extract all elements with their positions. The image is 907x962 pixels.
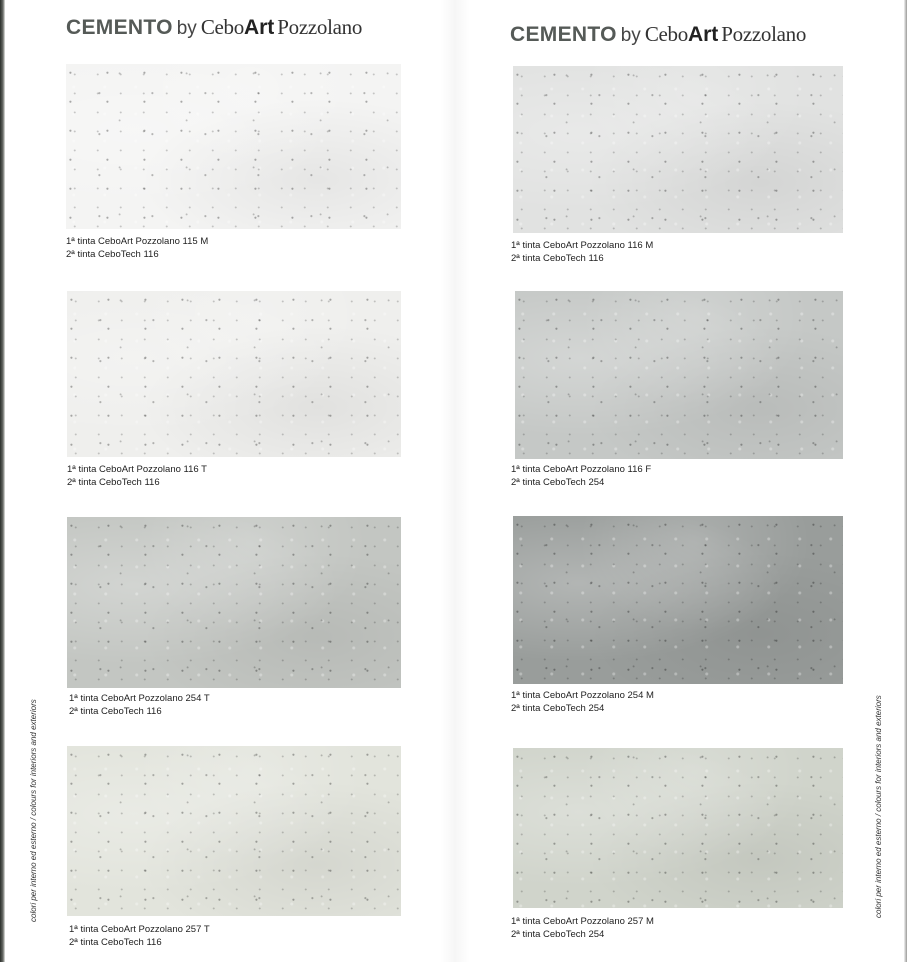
caption-line1: 1ª tinta CeboArt Pozzolano 257 T (69, 924, 210, 935)
brand-pozzolano: Pozzolano (721, 22, 807, 46)
binding-edge-left (0, 0, 5, 962)
caption-257m: 1ª tinta CeboArt Pozzolano 257 M 2ª tint… (511, 915, 654, 941)
caption-line1: 1ª tinta CeboArt Pozzolano 116 F (511, 464, 652, 475)
brand-cebo: Cebo (644, 22, 688, 46)
brand-cemento: CEMENTO (66, 16, 173, 39)
swatch-116t (67, 291, 401, 457)
caption-line1: 1ª tinta CeboArt Pozzolano 115 M (66, 236, 209, 247)
caption-line1: 1ª tinta CeboArt Pozzolano 254 M (511, 690, 654, 701)
swatch-257t (67, 746, 401, 916)
binding-edge-right (904, 0, 907, 962)
caption-116t: 1ª tinta CeboArt Pozzolano 116 T 2ª tint… (67, 463, 207, 489)
header-left: CEMENTO by CeboArt Pozzolano (66, 15, 362, 40)
page-fold (440, 0, 470, 962)
caption-line1: 1ª tinta CeboArt Pozzolano 116 T (67, 464, 207, 475)
caption-line2: 2ª tinta CeboTech 116 (69, 937, 162, 948)
caption-line2: 2ª tinta CeboTech 254 (511, 703, 605, 714)
caption-line2: 2ª tinta CeboTech 116 (69, 706, 162, 717)
caption-line2: 2ª tinta CeboTech 116 (511, 253, 604, 264)
brand-art: Art (687, 23, 719, 46)
brand-by: by (620, 25, 641, 46)
caption-line1: 1ª tinta CeboArt Pozzolano 254 T (69, 693, 210, 704)
brand-art: Art (243, 16, 275, 39)
side-caption-left: colori per interno ed esterno / colours … (29, 699, 38, 922)
caption-line1: 1ª tinta CeboArt Pozzolano 257 M (511, 916, 654, 927)
swatch-115m (66, 64, 401, 229)
swatch-116m (513, 66, 843, 233)
caption-line1: 1ª tinta CeboArt Pozzolano 116 M (511, 240, 654, 251)
brand-cemento: CEMENTO (510, 23, 617, 46)
caption-line2: 2ª tinta CeboTech 116 (67, 477, 160, 488)
caption-254t: 1ª tinta CeboArt Pozzolano 254 T 2ª tint… (69, 692, 210, 718)
caption-line2: 2ª tinta CeboTech 116 (66, 249, 159, 260)
brand-pozzolano: Pozzolano (277, 15, 363, 39)
caption-116m: 1ª tinta CeboArt Pozzolano 116 M 2ª tint… (511, 239, 653, 265)
swatch-116f (515, 291, 843, 459)
swatch-254m (513, 516, 843, 684)
caption-116f: 1ª tinta CeboArt Pozzolano 116 F 2ª tint… (511, 463, 651, 489)
side-caption-right: colori per interno ed esterno / colours … (874, 695, 883, 918)
caption-254m: 1ª tinta CeboArt Pozzolano 254 M 2ª tint… (511, 689, 654, 715)
swatch-257m (513, 748, 843, 908)
brand-cebo: Cebo (200, 15, 244, 39)
swatch-254t (67, 517, 401, 688)
caption-257t: 1ª tinta CeboArt Pozzolano 257 T 2ª tint… (69, 923, 210, 949)
header-right: CEMENTO by CeboArt Pozzolano (510, 22, 806, 47)
brand-by: by (176, 18, 197, 39)
caption-line2: 2ª tinta CeboTech 254 (511, 929, 605, 940)
caption-115m: 1ª tinta CeboArt Pozzolano 115 M 2ª tint… (66, 235, 208, 261)
caption-line2: 2ª tinta CeboTech 254 (511, 477, 605, 488)
